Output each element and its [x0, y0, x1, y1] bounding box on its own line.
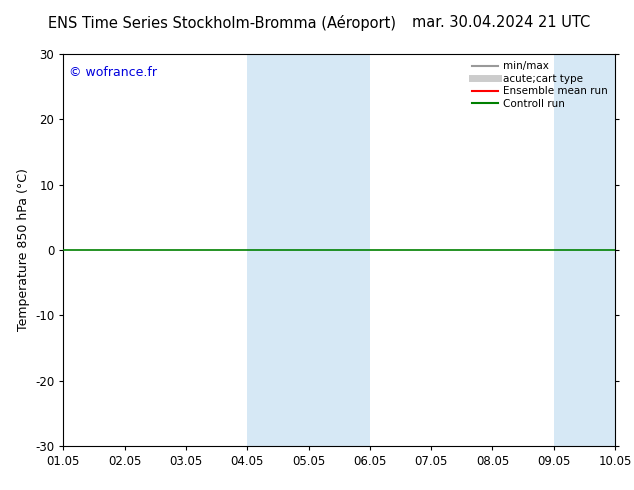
Text: © wofrance.fr: © wofrance.fr: [69, 66, 157, 79]
Y-axis label: Temperature 850 hPa (°C): Temperature 850 hPa (°C): [16, 169, 30, 331]
Bar: [553, 54, 615, 446]
Bar: [309, 54, 370, 446]
Bar: [247, 54, 309, 446]
Text: ENS Time Series Stockholm-Bromma (Aéroport): ENS Time Series Stockholm-Bromma (Aéropo…: [48, 15, 396, 31]
Legend: min/max, acute;cart type, Ensemble mean run, Controll run: min/max, acute;cart type, Ensemble mean …: [467, 57, 612, 113]
Text: mar. 30.04.2024 21 UTC: mar. 30.04.2024 21 UTC: [411, 15, 590, 30]
